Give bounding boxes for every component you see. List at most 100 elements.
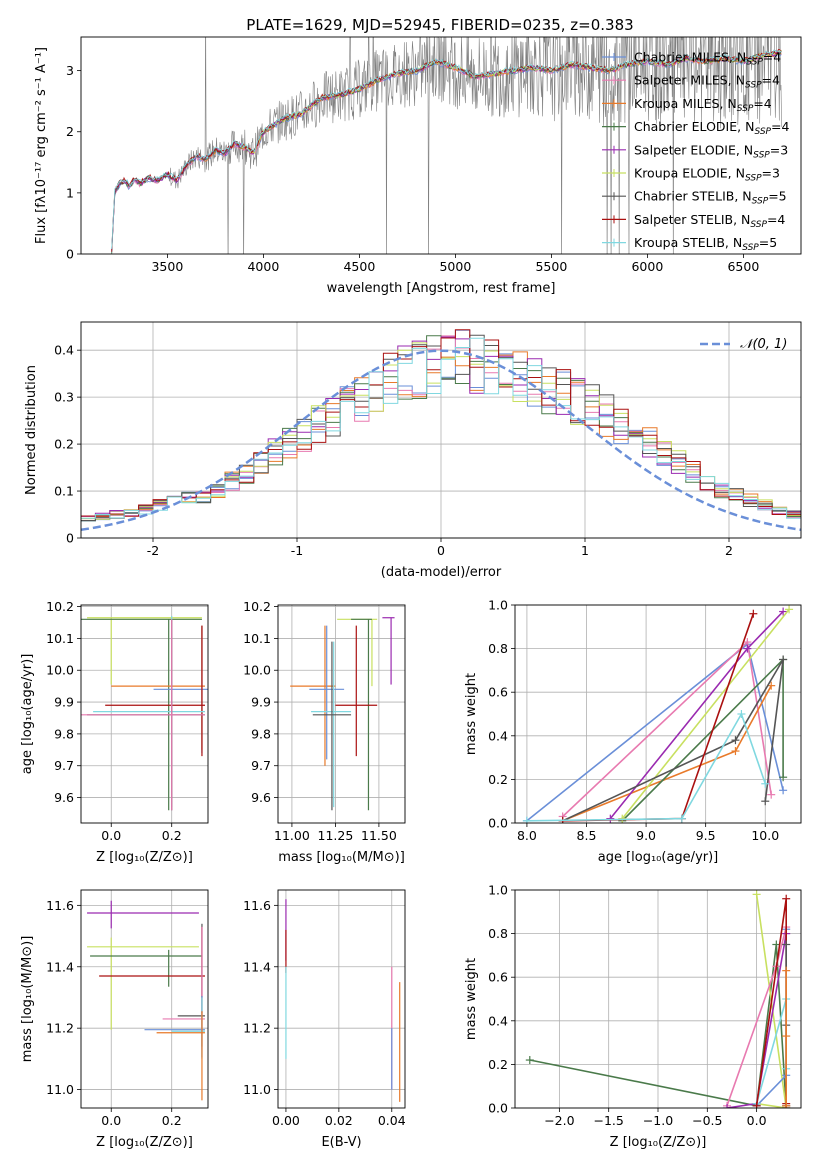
- x-tick-label: 9.0: [636, 828, 656, 843]
- x-tick-label: −1.5: [594, 1113, 624, 1128]
- x-tick-label: 10.0: [751, 828, 779, 843]
- axes-frame: [80, 889, 209, 1109]
- x-tick-label: 8.0: [517, 828, 537, 843]
- data-point: [309, 625, 345, 760]
- legend-label: Kroupa ELODIE, NSSP=3: [634, 166, 780, 184]
- y-tick-label: 1: [66, 185, 74, 200]
- y-axis-label: mass [log₁₀(M/M⊙)]: [20, 936, 35, 1063]
- axes-frame: [80, 604, 209, 824]
- x-tick-label: 6000: [631, 259, 663, 274]
- y-tick-label: 9.6: [54, 790, 74, 805]
- x-tick-label: 0: [437, 543, 445, 558]
- x-tick-label: 2: [725, 543, 733, 558]
- x-axis-label: mass [log₁₀(M/M⊙)]: [278, 850, 405, 865]
- legend-label: Salpeter MILES, NSSP=4: [634, 73, 780, 91]
- y-tick-label: 11.4: [243, 959, 271, 974]
- data-point: [90, 949, 202, 987]
- data-point: [290, 625, 336, 766]
- x-axis-label: Z [log₁₀(Z/Z⊙)]: [96, 850, 193, 865]
- data-point: [105, 625, 205, 757]
- series-line-chabrier_elodie: [529, 944, 787, 1108]
- x-tick-label: 0.2: [162, 828, 182, 843]
- x-tick-label: 4500: [343, 259, 375, 274]
- y-tick-label: 9.6: [251, 790, 271, 805]
- spectrum-chart: 3500 4000 4500 5000 5500 6000 6500 0 1 2 3 waveleng…: [34, 36, 802, 296]
- spectrum-plot-area: [111, 37, 782, 254]
- x-tick-label: 11.25: [318, 828, 354, 843]
- legend-label: Chabrier STELIB, NSSP=5: [634, 189, 787, 207]
- y-axis-label: Normed distribution: [24, 365, 39, 495]
- panels: 3500 4000 4500 5000 5500 6000 6500 0 1 2 3 waveleng…: [20, 36, 802, 1150]
- data-point: [156, 1011, 205, 1101]
- x-tick-label: 11.50: [361, 828, 397, 843]
- axes-frame: [80, 36, 802, 255]
- legend-label: 𝒩(0, 1): [740, 337, 787, 352]
- y-tick-label: 0.6: [488, 970, 508, 985]
- mass_vs_Z-chart: 0.0 0.2 11.0 11.2 11.4 11.6 Z [log₁₀(Z/Z⊙)] mas…: [20, 889, 209, 1150]
- x-tick-label: −2.0: [544, 1113, 574, 1128]
- x-tick-label: 6500: [727, 259, 759, 274]
- y-tick-label: 9.9: [54, 695, 74, 710]
- x-tick-label: −0.5: [692, 1113, 722, 1128]
- x-tick-label: 5500: [535, 259, 567, 274]
- y-tick-label: 1.0: [488, 883, 508, 898]
- x-tick-label: 0.00: [272, 1113, 300, 1128]
- age_vs_mass-chart: 11.00 11.25 11.50 9.6 9.7 9.8 9.9 10.0 10.1 10.2 m…: [243, 599, 406, 865]
- histogram-kroupa_stelib: [81, 337, 801, 519]
- x-tick-label: 1: [581, 543, 589, 558]
- data-point: [81, 619, 205, 811]
- y-axis-label: mass weight: [464, 958, 479, 1040]
- x-tick-label: −1.0: [643, 1113, 673, 1128]
- y-tick-label: 0.0: [488, 1101, 508, 1116]
- y-tick-label: 9.9: [251, 695, 271, 710]
- data-point: [87, 617, 202, 685]
- residuals-chart: -2 -1 0 1 2 0 0.1 0.2 0.3 0.4 (data-model)/error No…: [24, 321, 802, 580]
- axes-frame: [514, 889, 802, 1109]
- data-point: [335, 625, 378, 757]
- x-tick-label: 9.5: [696, 828, 716, 843]
- data-point: [311, 641, 352, 808]
- y-tick-label: 10.2: [243, 599, 271, 614]
- x-tick-label: 3500: [151, 259, 183, 274]
- data-point: [87, 900, 199, 929]
- y-tick-label: 10.1: [46, 631, 74, 646]
- x-tick-label: 0.0: [101, 828, 121, 843]
- y-tick-label: 0.6: [488, 685, 508, 700]
- y-tick-label: 0.2: [488, 1057, 508, 1072]
- y-tick-label: 0.8: [488, 641, 508, 656]
- y-tick-label: 11.0: [46, 1082, 74, 1097]
- y-tick-label: 3: [66, 63, 74, 78]
- age_vs_Z-plot-area: [81, 616, 208, 811]
- y-tick-label: 11.4: [46, 959, 74, 974]
- spectrum-legend: Chabrier MILES, NSSP=4 Salpeter MILES, NS…: [602, 50, 789, 253]
- legend-label: Chabrier ELODIE, NSSP=4: [634, 119, 789, 137]
- y-tick-label: 0.3: [54, 390, 74, 405]
- series-line-chabrier_stelib: [562, 659, 784, 822]
- figure-title: PLATE=1629, MJD=52945, FIBERID=0235, z=0…: [246, 16, 633, 34]
- y-tick-label: 0.4: [488, 1013, 508, 1028]
- legend-label: Salpeter ELODIE, NSSP=3: [634, 142, 788, 160]
- y-tick-label: 9.8: [251, 726, 271, 741]
- y-tick-label: 0.2: [54, 437, 74, 452]
- x-axis-label: age [log₁₀(age/yr)]: [598, 850, 719, 865]
- x-tick-label: -2: [147, 543, 159, 558]
- y-tick-label: 0: [66, 531, 74, 546]
- y-tick-label: 9.8: [54, 726, 74, 741]
- axes-frame: [277, 604, 406, 824]
- y-tick-label: 0.0: [488, 816, 508, 831]
- y-tick-label: 9.7: [54, 758, 74, 773]
- y-tick-label: 0.1: [54, 484, 74, 499]
- y-axis-label: age [log₁₀(age/yr)]: [20, 654, 35, 775]
- weight_vs_Z-plot-area: [525, 890, 791, 1108]
- x-tick-label: 5000: [439, 259, 471, 274]
- y-tick-label: 0.2: [488, 772, 508, 787]
- y-tick-label: 0.4: [54, 343, 74, 358]
- y-tick-label: 10.0: [46, 663, 74, 678]
- series-line-kroupa_stelib: [526, 712, 767, 822]
- legend-label: Chabrier MILES, NSSP=4: [634, 50, 781, 68]
- x-tick-label: 4000: [247, 259, 279, 274]
- x-axis-label: (data-model)/error: [381, 565, 502, 580]
- weight_vs_age-chart: 8.0 8.5 9.0 9.5 10.0 0.0 0.2 0.4 0.6 0.8 1.0 age [l…: [464, 598, 802, 865]
